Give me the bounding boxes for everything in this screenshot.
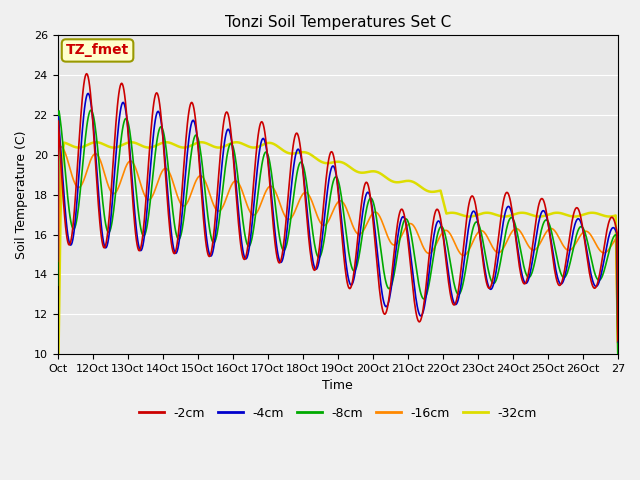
Text: TZ_fmet: TZ_fmet bbox=[66, 44, 129, 58]
Title: Tonzi Soil Temperatures Set C: Tonzi Soil Temperatures Set C bbox=[225, 15, 451, 30]
Legend: -2cm, -4cm, -8cm, -16cm, -32cm: -2cm, -4cm, -8cm, -16cm, -32cm bbox=[134, 402, 542, 425]
X-axis label: Time: Time bbox=[323, 379, 353, 392]
Y-axis label: Soil Temperature (C): Soil Temperature (C) bbox=[15, 131, 28, 259]
